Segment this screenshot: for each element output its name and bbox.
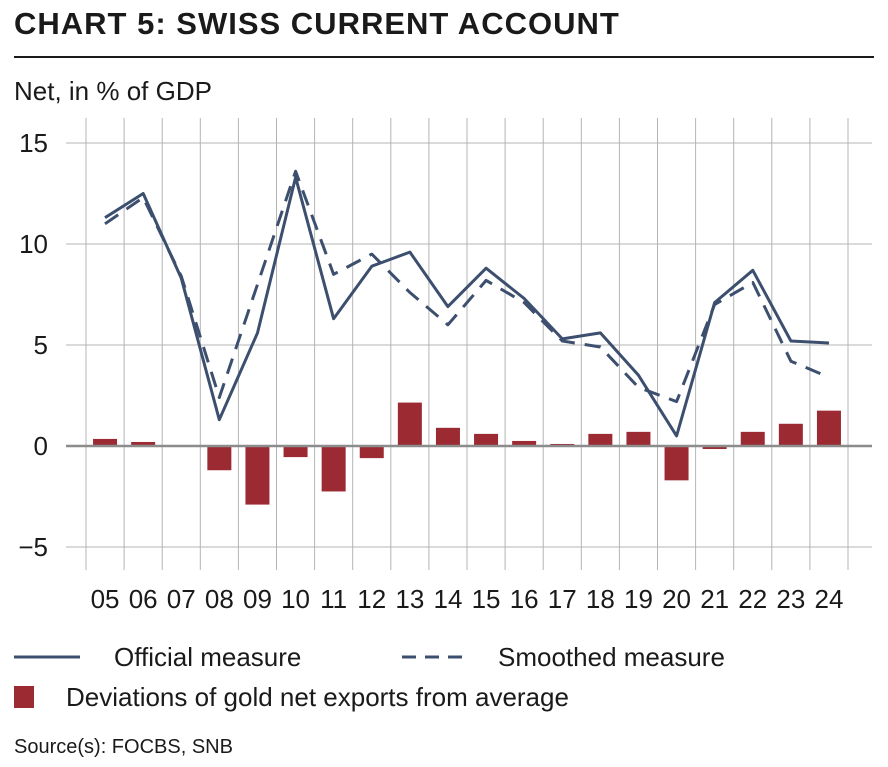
lines bbox=[104, 169, 830, 438]
legend-label-gold: Deviations of gold net exports from aver… bbox=[66, 682, 569, 712]
unit-label: Net, in % of GDP bbox=[14, 76, 212, 106]
bar-gold-12 bbox=[359, 446, 384, 459]
bar-gold-21 bbox=[702, 446, 727, 450]
bar-gold-05 bbox=[93, 438, 118, 446]
bar-gold-09 bbox=[245, 446, 270, 505]
bar-gold-22 bbox=[740, 431, 765, 446]
y-tick-label: 10 bbox=[19, 229, 48, 259]
bar-gold-06 bbox=[131, 441, 156, 446]
legend-swatches bbox=[14, 655, 468, 708]
x-tick-label-05: 05 bbox=[91, 584, 120, 614]
legend-label-smoothed: Smoothed measure bbox=[498, 642, 725, 672]
x-tick-label-23: 23 bbox=[776, 584, 805, 614]
y-tick-label: 5 bbox=[34, 330, 48, 360]
x-tick-label-12: 12 bbox=[357, 584, 386, 614]
x-tick-label-08: 08 bbox=[205, 584, 234, 614]
y-tick-label: −5 bbox=[18, 532, 48, 562]
bar-gold-15 bbox=[474, 433, 499, 446]
title-rule bbox=[14, 56, 874, 58]
x-tick-label-06: 06 bbox=[129, 584, 158, 614]
x-tick-label-22: 22 bbox=[738, 584, 767, 614]
y-tick-label: 15 bbox=[19, 128, 48, 158]
x-tick-label-10: 10 bbox=[281, 584, 310, 614]
x-tick-label-11: 11 bbox=[320, 584, 347, 614]
grid bbox=[66, 118, 872, 570]
legend-label-official: Official measure bbox=[114, 642, 302, 672]
bar-gold-08 bbox=[207, 446, 232, 471]
bar-gold-14 bbox=[435, 427, 460, 446]
bar-gold-18 bbox=[588, 433, 613, 446]
bars bbox=[93, 402, 841, 505]
x-tick-label-17: 17 bbox=[548, 584, 577, 614]
x-tick-label-19: 19 bbox=[624, 584, 653, 614]
x-tick-label-24: 24 bbox=[814, 584, 843, 614]
bar-gold-13 bbox=[397, 402, 422, 446]
y-tick-label: 0 bbox=[34, 431, 48, 461]
x-tick-label-14: 14 bbox=[433, 584, 462, 614]
bar-gold-10 bbox=[283, 446, 308, 458]
x-tick-label-07: 07 bbox=[167, 584, 196, 614]
x-tick-label-15: 15 bbox=[472, 584, 501, 614]
x-tick-label-20: 20 bbox=[662, 584, 691, 614]
x-tick-label-16: 16 bbox=[510, 584, 539, 614]
bar-gold-11 bbox=[321, 446, 346, 492]
source-note: Source(s): FOCBS, SNB bbox=[14, 736, 233, 758]
chart-title: CHART 5: SWISS CURRENT ACCOUNT bbox=[14, 6, 620, 41]
bar-gold-23 bbox=[778, 423, 803, 446]
bar-gold-19 bbox=[626, 431, 651, 446]
x-tick-label-09: 09 bbox=[243, 584, 272, 614]
bar-gold-16 bbox=[512, 440, 537, 446]
x-tick-label-21: 21 bbox=[700, 584, 729, 614]
legend-swatch-gold bbox=[14, 686, 34, 708]
bar-gold-24 bbox=[816, 410, 841, 446]
x-tick-label-13: 13 bbox=[395, 584, 424, 614]
x-tick-label-18: 18 bbox=[586, 584, 615, 614]
bar-gold-20 bbox=[664, 446, 689, 481]
x-axis: 05 06 07 08 09 10 11 12 13 14 15 16 17 18 19 20 21 22 23 24 bbox=[91, 584, 844, 614]
line-smoothed-measure bbox=[104, 169, 830, 404]
y-axis: 15 10 5 0 −5 bbox=[18, 128, 48, 562]
